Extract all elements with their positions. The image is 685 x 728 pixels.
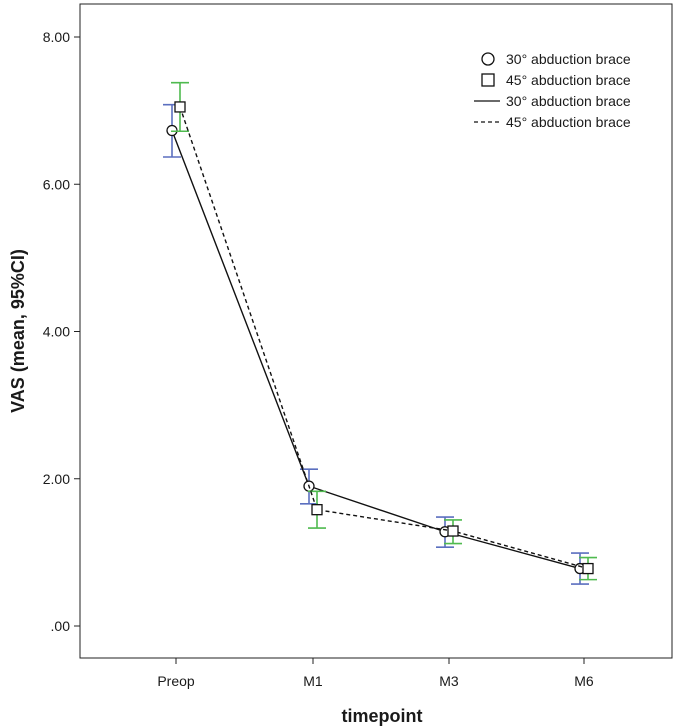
series-line [179,106,589,570]
legend-square-marker [481,73,495,87]
x-tick-label: M6 [574,673,594,689]
y-axis: .00 2.00 4.00 6.00 8.00 [43,29,80,634]
x-axis: Preop M1 M3 M6 [157,658,594,689]
legend-circle-marker [481,52,495,66]
y-axis-title: VAS (mean, 95%CI) [8,249,28,413]
legend-item: 45° abduction brace [474,114,631,130]
x-tick-label: Preop [157,673,195,689]
legend-label: 30° abduction brace [506,93,631,109]
x-tick-label: M1 [303,673,323,689]
data-point-square [311,504,323,516]
legend: 30° abduction brace 45° abduction brace 30… [474,51,631,130]
legend-label: 45° abduction brace [506,114,631,130]
legend-label: 45° abduction brace [506,72,631,88]
y-tick-label: 4.00 [43,324,70,340]
legend-label: 30° abduction brace [506,51,631,67]
series-layer [163,81,597,585]
data-point-square [447,525,459,537]
y-tick-label: 6.00 [43,176,70,192]
series-square [171,81,597,581]
legend-item: 30° abduction brace [474,93,631,109]
data-point-square [582,562,594,575]
y-tick-label: .00 [51,618,71,634]
series-line [171,130,581,570]
legend-item: 30° abduction brace [481,51,631,67]
y-tick-label: 2.00 [43,471,70,487]
series-circle [163,103,589,585]
data-point-square [174,101,186,113]
y-tick-label: 8.00 [43,29,70,45]
x-tick-label: M3 [439,673,459,689]
x-axis-title: timepoint [342,706,423,726]
legend-item: 45° abduction brace [481,72,631,88]
